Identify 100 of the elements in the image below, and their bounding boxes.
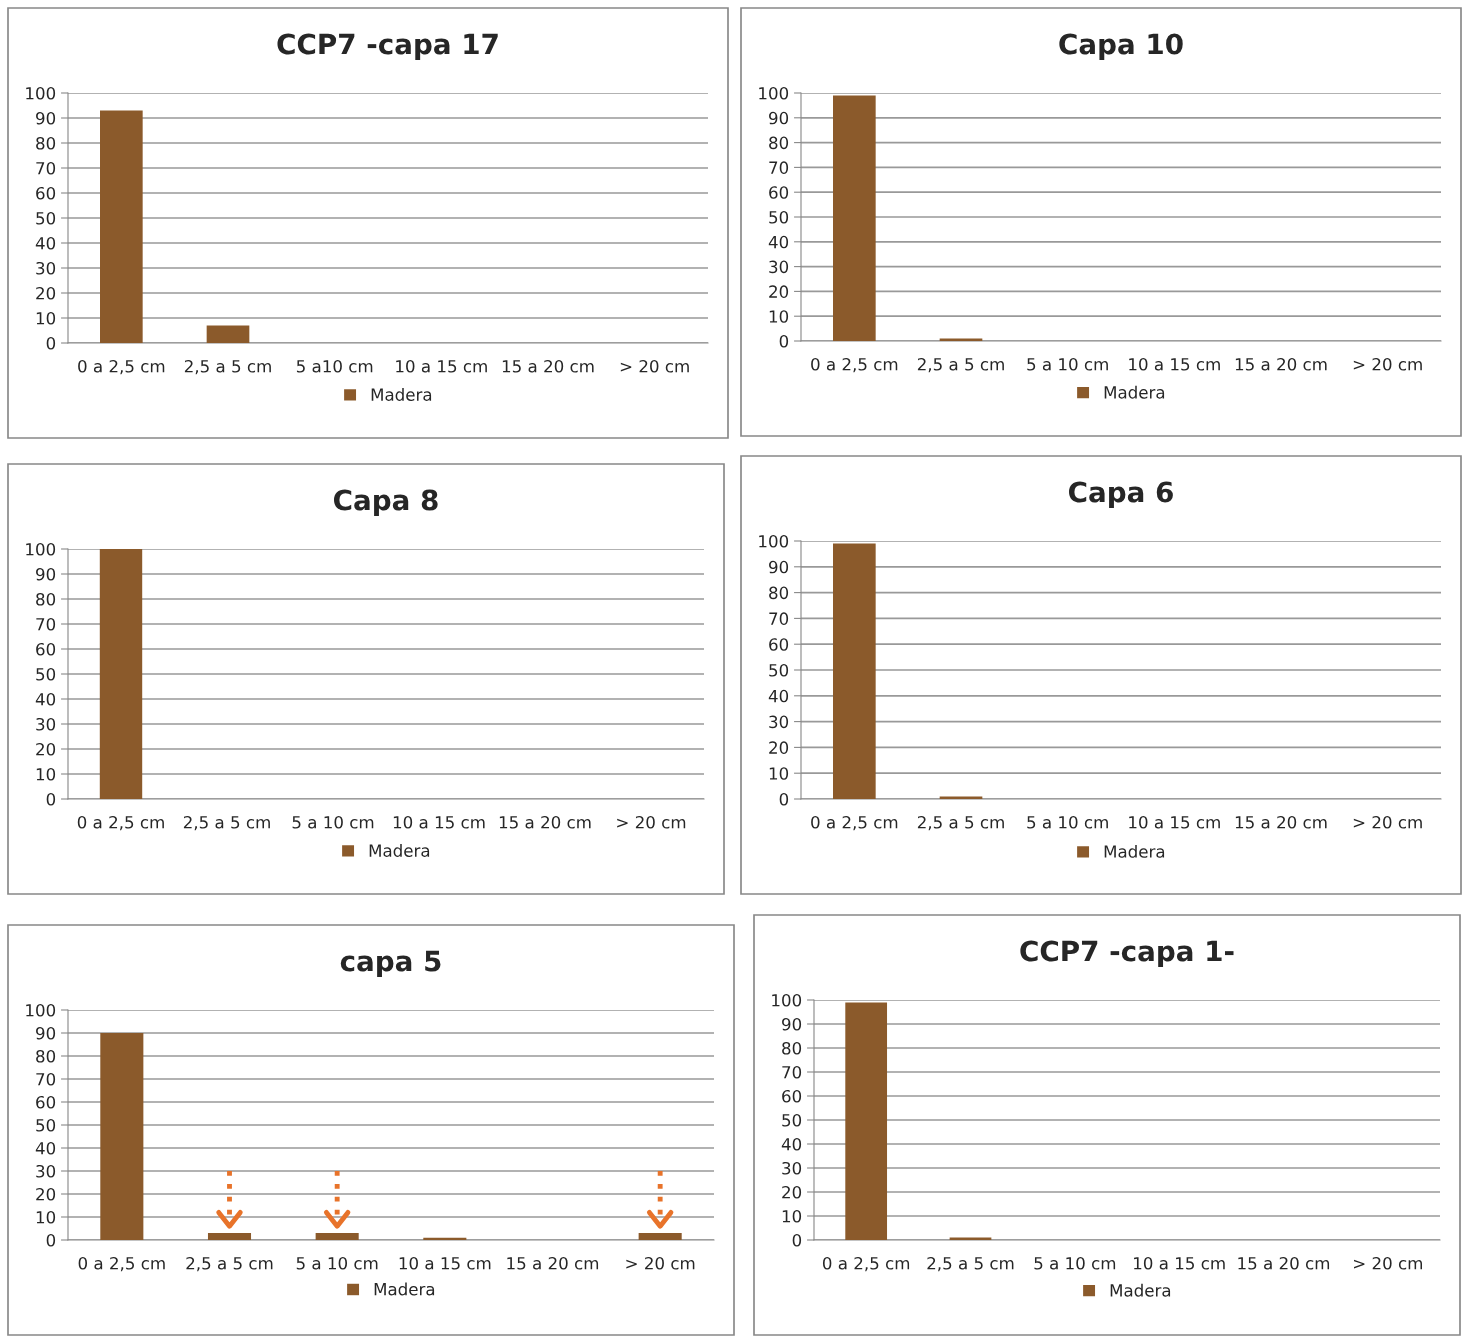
y-tick-label: 10 xyxy=(769,767,789,780)
x-tick-label: 15 a 20 cm xyxy=(1235,357,1327,371)
y-tick-label: 10 xyxy=(36,311,56,325)
legend-label: Madera xyxy=(1104,844,1165,858)
y-tick-label: 60 xyxy=(769,186,789,199)
bar xyxy=(315,1233,359,1240)
y-tick-label: 20 xyxy=(769,741,789,754)
x-tick-label: 10 a 15 cm xyxy=(1134,1256,1225,1270)
y-tick-label: 50 xyxy=(36,1118,56,1132)
x-tick-label: 0 a 2,5 cm xyxy=(78,359,165,375)
y-tick-label: 0 xyxy=(46,1233,56,1247)
x-tick-label: 5 a 10 cm xyxy=(296,1256,378,1270)
y-tick-label: 10 xyxy=(36,767,56,781)
y-tick-label: 80 xyxy=(36,592,56,606)
y-tick-label: 90 xyxy=(36,111,56,125)
bar xyxy=(207,1233,252,1240)
y-tick-label: 90 xyxy=(36,1026,56,1040)
y-tick-label: 80 xyxy=(769,136,789,150)
x-tick-label: 5 a10 cm xyxy=(296,359,373,373)
y-tick-label: 10 xyxy=(769,310,789,323)
y-tick-label: 50 xyxy=(36,211,56,225)
x-tick-label: 0 a 2,5 cm xyxy=(811,357,898,373)
y-tick-label: 30 xyxy=(782,1161,802,1175)
y-tick-label: 40 xyxy=(768,235,789,249)
x-tick-label: 2,5 a 5 cm xyxy=(917,357,1004,373)
y-tick-label: 30 xyxy=(769,260,789,274)
x-tick-label: 2,5 a 5 cm xyxy=(186,1256,273,1272)
legend-label: Madera xyxy=(374,1282,435,1296)
x-tick-label: > 20 cm xyxy=(1353,357,1422,371)
y-tick-label: 80 xyxy=(36,1049,56,1063)
y-tick-label: 90 xyxy=(769,560,789,574)
y-tick-label: 10 xyxy=(36,1210,56,1224)
y-tick-label: 100 xyxy=(759,86,789,100)
y-tick-label: 70 xyxy=(36,161,56,175)
y-tick-label: 60 xyxy=(769,638,789,651)
y-tick-label: 70 xyxy=(769,612,789,625)
x-tick-label: 0 a 2,5 cm xyxy=(822,1256,910,1272)
chart-title: CCP7 -capa 1- xyxy=(1020,940,1234,967)
y-tick-label: 100 xyxy=(26,86,56,100)
x-tick-label: 15 a 20 cm xyxy=(499,815,591,829)
x-tick-label: 10 a 15 cm xyxy=(1129,357,1220,371)
x-tick-label: 2,5 a 5 cm xyxy=(917,815,1004,831)
x-tick-label: 10 a 15 cm xyxy=(393,815,485,829)
x-tick-label: 0 a 2,5 cm xyxy=(77,815,164,831)
y-tick-label: 80 xyxy=(769,586,789,600)
x-tick-label: > 20 cm xyxy=(620,359,689,373)
y-tick-label: 50 xyxy=(36,667,56,681)
y-tick-label: 0 xyxy=(792,1233,802,1247)
y-tick-label: 100 xyxy=(26,542,56,556)
x-tick-label: > 20 cm xyxy=(1354,1256,1422,1270)
chart-title: Capa 6 xyxy=(1069,481,1173,508)
y-tick-label: 20 xyxy=(36,1187,56,1201)
y-tick-label: 30 xyxy=(36,717,56,731)
y-tick-label: 90 xyxy=(769,111,789,125)
legend-label: Madera xyxy=(1110,1283,1171,1297)
y-tick-label: 90 xyxy=(36,567,56,581)
y-tick-label: 70 xyxy=(36,617,56,631)
y-tick-label: 70 xyxy=(769,161,789,174)
y-tick-label: 40 xyxy=(35,1141,56,1155)
x-tick-label: 15 a 20 cm xyxy=(1238,1256,1330,1270)
x-tick-label: 2,5 a 5 cm xyxy=(183,815,270,831)
bar xyxy=(638,1233,682,1240)
y-tick-label: 90 xyxy=(782,1017,802,1031)
y-tick-label: 0 xyxy=(779,792,789,806)
y-tick-label: 40 xyxy=(781,1137,802,1151)
y-tick-label: 20 xyxy=(782,1185,802,1199)
x-tick-label: 5 a 10 cm xyxy=(1027,357,1108,371)
y-tick-label: 100 xyxy=(26,1003,56,1017)
y-tick-label: 50 xyxy=(769,210,789,224)
chart-title: Capa 10 xyxy=(1059,33,1183,60)
x-tick-label: > 20 cm xyxy=(1353,815,1422,829)
y-tick-label: 60 xyxy=(36,1095,56,1109)
x-tick-label: 15 a 20 cm xyxy=(1235,815,1327,829)
x-tick-label: 5 a 10 cm xyxy=(1027,815,1108,829)
x-tick-label: 15 a 20 cm xyxy=(507,1256,599,1270)
y-tick-label: 50 xyxy=(782,1113,802,1127)
y-tick-label: 80 xyxy=(782,1041,802,1055)
y-tick-label: 30 xyxy=(769,715,789,729)
x-tick-label: 15 a 20 cm xyxy=(502,359,594,373)
y-tick-label: 60 xyxy=(782,1089,802,1103)
y-tick-label: 60 xyxy=(36,186,56,200)
y-tick-label: 30 xyxy=(36,261,56,275)
x-tick-label: > 20 cm xyxy=(617,815,686,829)
x-tick-label: 2,5 a 5 cm xyxy=(927,1256,1014,1272)
y-tick-label: 100 xyxy=(772,993,802,1007)
y-tick-label: 50 xyxy=(769,663,789,677)
y-tick-label: 0 xyxy=(779,334,789,348)
x-tick-label: 0 a 2,5 cm xyxy=(811,815,898,831)
y-tick-label: 10 xyxy=(782,1209,802,1223)
y-tick-label: 70 xyxy=(36,1072,56,1086)
chart-title: CCP7 -capa 17 xyxy=(277,33,498,60)
x-tick-label: 10 a 15 cm xyxy=(396,359,487,373)
bar xyxy=(100,1033,144,1240)
x-tick-label: 5 a 10 cm xyxy=(1034,1256,1116,1270)
y-tick-label: 40 xyxy=(35,692,56,706)
x-tick-label: 2,5 a 5 cm xyxy=(184,359,271,375)
y-tick-label: 60 xyxy=(36,642,56,656)
y-tick-label: 70 xyxy=(782,1065,802,1079)
y-tick-label: 20 xyxy=(36,742,56,756)
y-tick-label: 0 xyxy=(46,792,56,806)
